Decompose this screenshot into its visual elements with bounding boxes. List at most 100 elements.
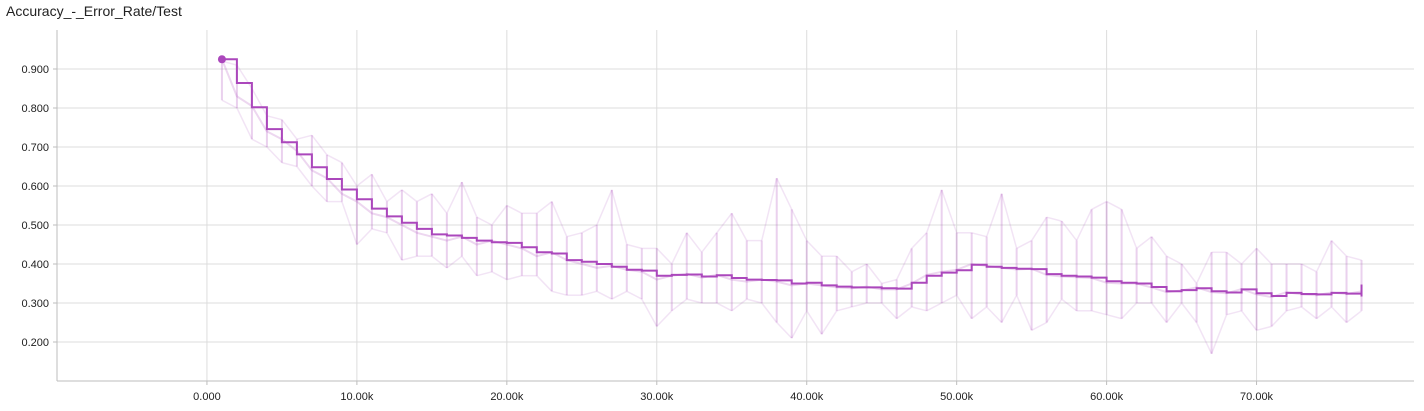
raw-max-segment xyxy=(431,193,448,214)
axis-layer xyxy=(53,30,1414,385)
raw-max-segment xyxy=(791,209,808,241)
raw-max-segment xyxy=(1016,239,1032,250)
raw-max-segment xyxy=(911,232,928,249)
smoothed-series xyxy=(221,58,1363,297)
raw-min-segment xyxy=(1330,306,1348,324)
raw-min-segment xyxy=(971,306,988,320)
raw-max-segment xyxy=(1241,247,1258,265)
raw-max-segment xyxy=(925,189,943,234)
x-tick-label: 70.00k xyxy=(1240,391,1274,403)
raw-min-segment xyxy=(1210,314,1228,354)
raw-min-segment xyxy=(221,99,238,109)
raw-min-segment xyxy=(1000,294,1018,323)
x-tick-label: 10.00k xyxy=(340,391,374,403)
raw-min-segment xyxy=(836,306,852,312)
raw-max-segment xyxy=(1120,209,1138,249)
raw-min-segment xyxy=(1316,306,1332,320)
raw-min-segment xyxy=(1106,313,1122,320)
raw-max-segment xyxy=(551,201,568,237)
raw-max-segment xyxy=(446,181,463,214)
x-tick-label: 40.00k xyxy=(790,391,824,403)
raw-max-segment xyxy=(536,201,553,214)
raw-max-segment xyxy=(881,278,897,285)
raw-max-segment xyxy=(686,232,703,253)
raw-min-segment xyxy=(1180,302,1198,323)
raw-min-segment xyxy=(746,298,762,304)
y-tick-label: 0.900 xyxy=(21,64,49,76)
raw-max-segment xyxy=(1256,247,1273,265)
raw-max-segment xyxy=(1195,251,1213,284)
raw-min-segment xyxy=(1046,298,1063,323)
raw-min-segment xyxy=(926,302,943,312)
raw-max-segment xyxy=(896,248,913,280)
raw-max-segment xyxy=(1346,255,1362,261)
raw-max-segment xyxy=(851,263,868,273)
raw-max-segment xyxy=(716,212,733,234)
raw-max-segment xyxy=(776,177,793,210)
raw-min-segment xyxy=(1031,321,1047,331)
raw-min-segment xyxy=(1346,310,1362,324)
raw-min-segment xyxy=(356,228,373,246)
y-tick-label: 0.200 xyxy=(21,337,49,349)
raw-min-segment xyxy=(641,298,658,327)
raw-min-segment xyxy=(1151,302,1168,323)
y-tick-label: 0.500 xyxy=(21,220,49,232)
raw-min-segment xyxy=(686,298,702,304)
raw-min-segment xyxy=(821,310,838,335)
x-tick-label: 50.00k xyxy=(940,391,974,403)
raw-min-segment xyxy=(1121,302,1138,320)
raw-min-segment xyxy=(281,161,298,168)
y-tick-labels: 0.200 0.300 0.400 0.500 0.600 0.700 0.800 0.900 xyxy=(21,64,49,349)
raw-max-segment xyxy=(806,240,823,257)
raw-min-segment xyxy=(791,310,808,339)
raw-min-segment xyxy=(776,321,793,339)
raw-min-segment xyxy=(1061,298,1078,312)
raw-min-segment xyxy=(986,306,1003,324)
raw-max-segment xyxy=(401,189,418,203)
y-tick-label: 0.600 xyxy=(21,181,49,193)
raw-max-segment xyxy=(1061,220,1078,242)
raw-min-segment xyxy=(1165,302,1183,323)
raw-max-segment xyxy=(626,243,642,250)
raw-max-segment xyxy=(971,232,987,238)
raw-max-segment xyxy=(985,193,1003,237)
raw-min-segment xyxy=(551,290,568,296)
raw-max-segment xyxy=(341,162,358,187)
raw-max-segment xyxy=(656,247,673,265)
raw-max-segment xyxy=(611,189,628,245)
raw-max-segment xyxy=(1046,216,1062,222)
raw-max-segment xyxy=(311,134,328,156)
raw-max-segment xyxy=(671,232,688,265)
raw-min-segment xyxy=(941,294,958,304)
y-tick-label: 0.700 xyxy=(21,142,49,154)
raw-max-segment xyxy=(1091,200,1107,211)
raw-min-segment xyxy=(461,255,478,277)
raw-max-segment xyxy=(326,154,343,164)
raw-min-segment xyxy=(491,271,508,281)
raw-min-segment xyxy=(311,185,328,203)
raw-max-segment xyxy=(266,115,283,121)
raw-max-segment xyxy=(836,255,853,273)
raw-max-segment xyxy=(581,224,598,234)
raw-min-segment xyxy=(476,271,493,277)
raw-max-segment xyxy=(1301,263,1317,273)
raw-max-segment xyxy=(866,263,883,284)
raw-min-segment xyxy=(1091,310,1107,316)
raw-min-segment xyxy=(596,290,613,300)
raw-max-segment xyxy=(356,173,373,187)
raw-min-segment xyxy=(1195,322,1213,355)
raw-min-segment xyxy=(251,138,268,148)
raw-min-segment xyxy=(896,306,913,320)
raw-max-segment xyxy=(1180,263,1198,284)
x-tick-label: 20.00k xyxy=(490,391,524,403)
raw-min-segment xyxy=(371,228,388,234)
raw-min-segment xyxy=(731,298,748,312)
chart-title: Accuracy_-_Error_Rate/Test xyxy=(6,3,182,19)
x-tick-labels: 0.000 10.00k 20.00k 30.00k 40.00k 50.00k 60.00… xyxy=(193,391,1273,403)
raw-min-segment xyxy=(1240,310,1258,331)
raw-max-segment xyxy=(1151,236,1168,257)
x-tick-label: 0.000 xyxy=(193,391,221,403)
raw-min-segment xyxy=(881,302,898,320)
raw-min-segment xyxy=(1286,306,1302,312)
